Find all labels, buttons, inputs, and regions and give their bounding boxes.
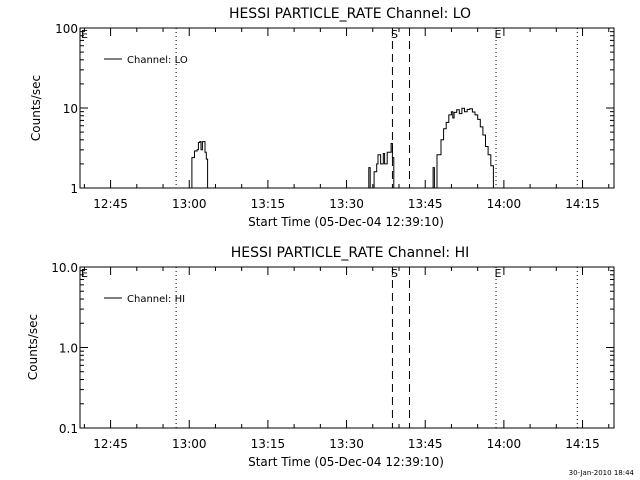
lo-x-tick-label: 13:00: [172, 197, 207, 211]
lo-rate-series-line: [190, 141, 209, 189]
lo-x-tick-label: 13:30: [329, 197, 364, 211]
hi-panel: HESSI PARTICLE_RATE Channel: HI Counts/s…: [26, 245, 615, 469]
hi-event-label: S: [391, 267, 398, 280]
hi-y-tick-label: 1.0: [59, 342, 78, 356]
lo-event-label: E: [495, 28, 502, 41]
lo-legend-label: Channel: LO: [127, 55, 188, 66]
hi-x-tick-label: 14:15: [565, 437, 600, 451]
hi-x-axis-label: Start Time (05-Dec-04 12:39:10): [248, 455, 444, 469]
hi-x-tick-label: 13:15: [251, 437, 286, 451]
lo-x-tick-label: 14:15: [565, 197, 600, 211]
lo-y-tick-label: 100: [55, 22, 78, 36]
lo-x-tick-label: 14:00: [487, 197, 522, 211]
hi-panel-title: HESSI PARTICLE_RATE Channel: HI: [231, 245, 469, 261]
lo-y-tick-label: 10: [63, 102, 78, 116]
hi-edge-marker-e: E: [81, 267, 88, 280]
lo-x-tick-label: 12:45: [93, 197, 128, 211]
lo-plot-frame: [79, 27, 615, 189]
lo-panel: HESSI PARTICLE_RATE Channel: LO Counts/s…: [29, 6, 615, 229]
lo-rate-series-line: [431, 107, 494, 189]
hi-y-axis-label: Counts/sec: [26, 314, 40, 380]
lo-x-axis-label: Start Time (05-Dec-04 12:39:10): [248, 215, 444, 229]
lo-x-tick-label: 13:15: [251, 197, 286, 211]
lo-y-axis-label: Counts/sec: [29, 75, 43, 141]
hi-event-label: E: [495, 267, 502, 280]
hi-y-tick-label: 10.0: [51, 261, 78, 275]
hi-x-tick-label: 13:30: [329, 437, 364, 451]
generation-timestamp: 30-Jan-2010 18:44: [569, 469, 635, 477]
hi-x-tick-label: 13:45: [408, 437, 443, 451]
lo-panel-title: HESSI PARTICLE_RATE Channel: LO: [229, 6, 471, 22]
lo-edge-marker-e: E: [81, 28, 88, 41]
hi-legend-label: Channel: HI: [127, 294, 185, 305]
hi-plot-frame: [79, 266, 615, 429]
lo-y-tick-label: 1: [70, 182, 78, 196]
hi-x-tick-label: 13:00: [172, 437, 207, 451]
lo-rate-series-line: [367, 143, 395, 189]
hi-y-tick-label: 0.1: [59, 422, 78, 436]
hi-x-tick-label: 12:45: [93, 437, 128, 451]
hi-x-tick-label: 14:00: [487, 437, 522, 451]
lo-event-label: S: [391, 28, 398, 41]
lo-x-tick-label: 13:45: [408, 197, 443, 211]
